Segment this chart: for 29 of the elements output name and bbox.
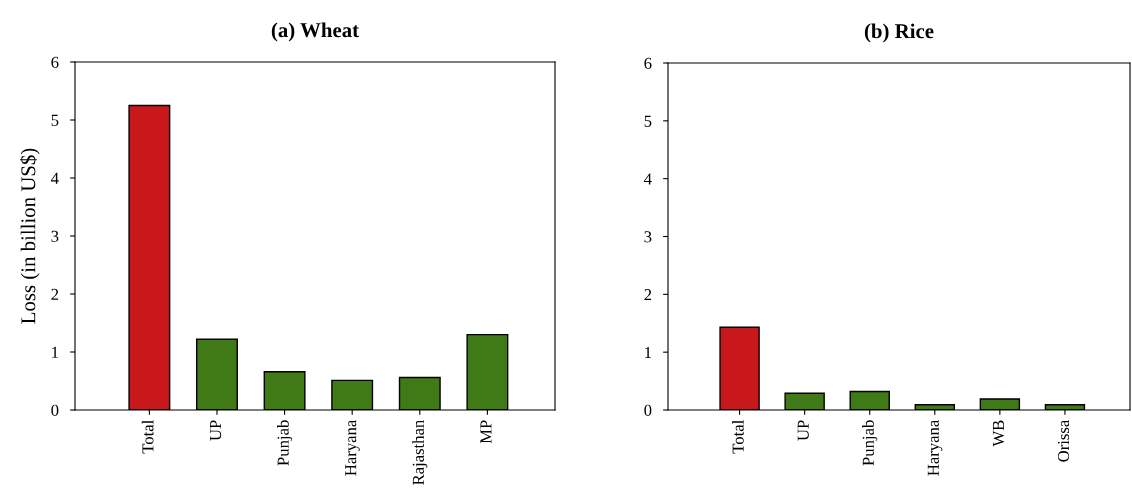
y-tick-label: 6 (51, 56, 59, 68)
x-tick-label: Total (141, 420, 154, 454)
y-tick-label: 4 (51, 172, 59, 184)
y-tick-label: 0 (51, 404, 59, 416)
x-tick-label: Haryana (345, 419, 360, 476)
y-tick-label: 1 (52, 346, 59, 358)
y-tick-label: 4 (644, 173, 652, 185)
y-tick-label: 0 (644, 404, 652, 416)
x-tick-label: Rajasthan (412, 419, 428, 485)
x-tick-label: Haryana (927, 419, 943, 476)
x-tick-label: Punjab (862, 420, 878, 466)
x-tick-label: MP (480, 420, 492, 444)
y-axis-title: Loss (in billion US$) (20, 148, 40, 324)
y-tick-label: 3 (644, 231, 652, 243)
x-tick-label: Total (732, 420, 744, 454)
x-tick-label: Punjab (277, 420, 293, 466)
y-tick-label: 5 (644, 115, 652, 127)
y-tick-label: 6 (644, 57, 652, 69)
x-tick-label: UP (797, 420, 809, 441)
x-tick-label: Orissa (1057, 419, 1070, 462)
y-tick-label: 1 (645, 346, 652, 358)
chart-title: (b) Rice (864, 23, 934, 43)
y-tick-label: 3 (51, 230, 59, 242)
chart-title: (a) Wheat (271, 22, 359, 42)
y-tick-label: 2 (51, 288, 59, 300)
x-tick-label: UP (210, 420, 222, 441)
y-tick-label: 2 (644, 289, 652, 301)
y-tick-label: 5 (51, 114, 59, 126)
x-tick-label: WB (992, 420, 1005, 447)
